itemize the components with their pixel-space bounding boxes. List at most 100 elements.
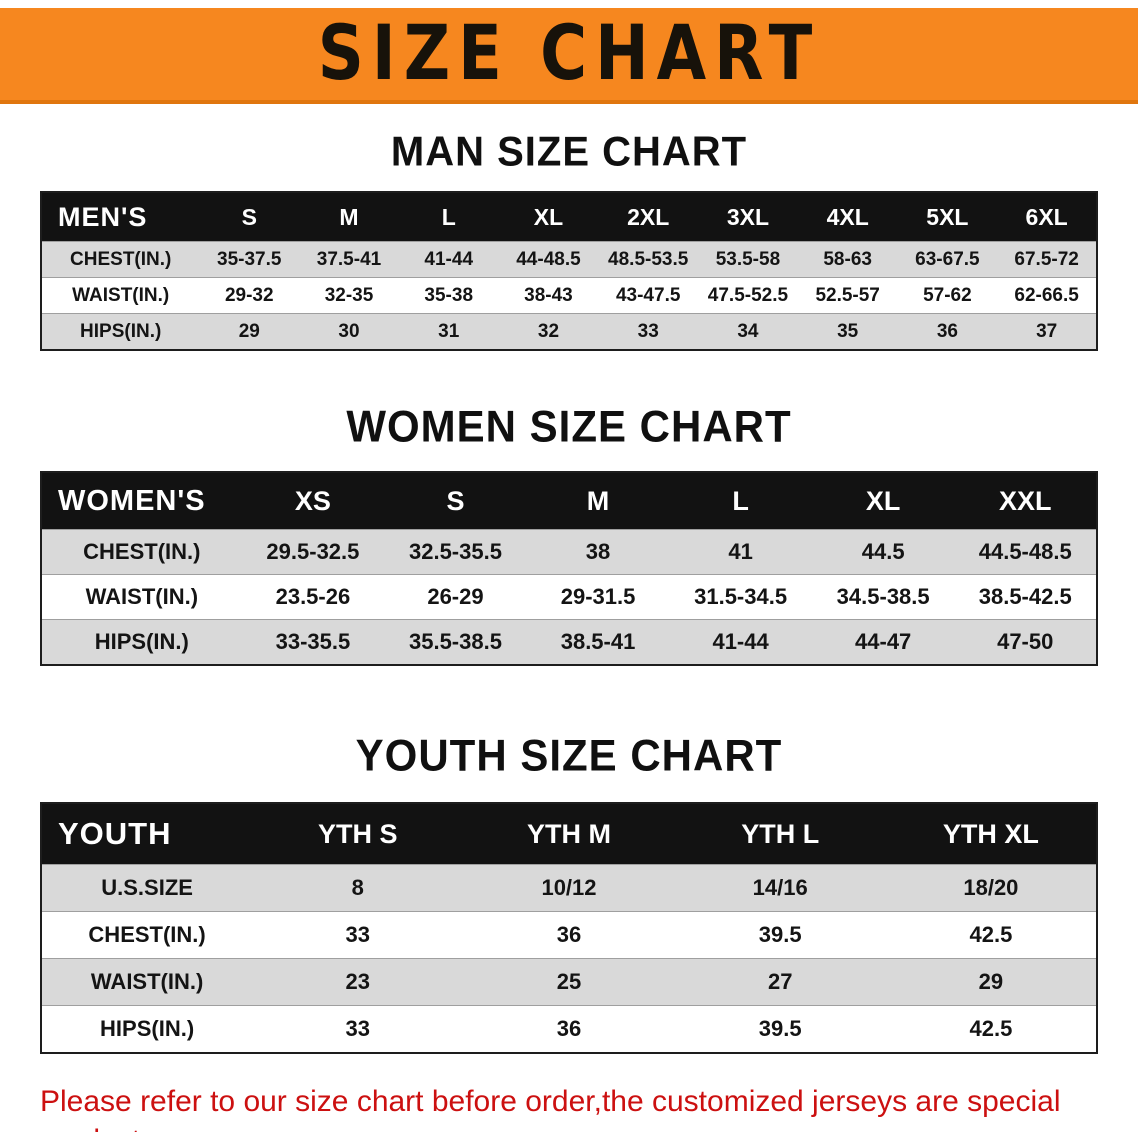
men-column-header: XL (498, 192, 599, 242)
youth-size-table: YOUTH YTH S YTH M YTH L YTH XL U.S.SIZE 8 10/12… (40, 802, 1098, 1054)
women-column-header: S (384, 472, 527, 530)
women-header-row: WOMEN'S XS S M L XL XXL (41, 472, 1097, 530)
youth-size-cell: 27 (674, 958, 886, 1006)
banner: SIZE CHART (0, 8, 1138, 104)
men-size-cell: 34 (698, 313, 798, 350)
women-size-cell: 47-50 (954, 619, 1097, 665)
youth-size-chart-section: YOUTH SIZE CHART YOUTH YTH S YTH M YTH L YTH … (0, 730, 1138, 1054)
men-size-cell: 43-47.5 (598, 277, 699, 314)
women-size-cell: 41-44 (669, 619, 812, 665)
youth-size-cell: 10/12 (463, 864, 675, 912)
youth-header-row: YOUTH YTH S YTH M YTH L YTH XL (41, 803, 1097, 865)
men-size-cell: 63-67.5 (897, 241, 998, 278)
men-size-cell: 29 (199, 313, 300, 350)
men-column-header: 6XL (997, 192, 1097, 242)
men-section-heading: MAN SIZE CHART (390, 128, 748, 176)
youth-size-cell: 33 (252, 1005, 464, 1053)
youth-row-label: WAIST(IN.) (41, 958, 253, 1006)
men-size-cell: 37 (997, 313, 1097, 350)
men-column-header: 3XL (698, 192, 798, 242)
men-column-header: 2XL (598, 192, 699, 242)
women-size-cell: 44.5 (811, 529, 955, 575)
youth-column-header: YTH L (674, 803, 886, 865)
women-row-label: HIPS(IN.) (41, 619, 242, 665)
youth-size-cell: 25 (463, 958, 675, 1006)
men-size-cell: 41-44 (398, 241, 499, 278)
men-table-label: MEN'S (41, 192, 200, 242)
youth-size-cell: 39.5 (674, 911, 886, 959)
men-size-cell: 52.5-57 (797, 277, 898, 314)
youth-row-label: U.S.SIZE (41, 864, 253, 912)
men-column-header: S (199, 192, 300, 242)
women-size-cell: 41 (669, 529, 812, 575)
women-column-header: XL (811, 472, 955, 530)
women-size-cell: 29-31.5 (526, 574, 670, 620)
youth-section-heading: YOUTH SIZE CHART (355, 730, 783, 781)
men-size-cell: 58-63 (797, 241, 898, 278)
page-title: SIZE CHART (317, 10, 821, 98)
youth-size-cell: 36 (463, 911, 675, 959)
women-size-table: WOMEN'S XS S M L XL XXL CHEST(IN.) 29.5-32.5 32.5… (40, 471, 1098, 666)
men-row-label: CHEST(IN.) (41, 241, 200, 278)
men-header-row: MEN'S S M L XL 2XL 3XL 4XL 5XL 6XL (41, 192, 1097, 242)
women-size-cell: 38.5-42.5 (954, 574, 1097, 620)
women-column-header: L (669, 472, 812, 530)
men-column-header: 4XL (797, 192, 898, 242)
women-size-cell: 29.5-32.5 (241, 529, 385, 575)
youth-size-cell: 36 (463, 1005, 675, 1053)
youth-size-cell: 29 (885, 958, 1097, 1006)
youth-table-row: U.S.SIZE 8 10/12 14/16 18/20 (41, 864, 1097, 912)
youth-size-cell: 33 (252, 911, 464, 959)
youth-table-label: YOUTH (41, 803, 253, 865)
men-size-cell: 32-35 (299, 277, 399, 314)
women-table-label: WOMEN'S (41, 472, 242, 530)
youth-size-cell: 8 (252, 864, 464, 912)
women-size-cell: 35.5-38.5 (384, 619, 527, 665)
men-size-cell: 44-48.5 (498, 241, 599, 278)
women-table-row: HIPS(IN.) 33-35.5 35.5-38.5 38.5-41 41-44 44-… (41, 619, 1097, 665)
youth-size-cell: 23 (252, 958, 464, 1006)
men-size-cell: 33 (598, 313, 699, 350)
women-size-cell: 26-29 (384, 574, 527, 620)
women-size-cell: 38.5-41 (526, 619, 670, 665)
men-size-cell: 47.5-52.5 (698, 277, 798, 314)
youth-table-row: CHEST(IN.) 33 36 39.5 42.5 (41, 911, 1097, 959)
men-size-cell: 35-37.5 (199, 241, 300, 278)
men-table-row: CHEST(IN.) 35-37.5 37.5-41 41-44 44-48.5 48.5… (41, 241, 1097, 278)
men-size-table: MEN'S S M L XL 2XL 3XL 4XL 5XL 6XL CHEST(IN.) 35-37… (40, 191, 1098, 351)
men-size-cell: 35 (797, 313, 898, 350)
men-size-cell: 30 (299, 313, 399, 350)
women-column-header: XXL (954, 472, 1097, 530)
youth-size-cell: 14/16 (674, 864, 886, 912)
footer-notice: Please refer to our size chart before or… (40, 1082, 1100, 1132)
men-size-cell: 48.5-53.5 (598, 241, 699, 278)
youth-size-cell: 42.5 (885, 1005, 1097, 1053)
women-column-header: XS (241, 472, 385, 530)
men-size-cell: 67.5-72 (997, 241, 1097, 278)
youth-size-cell: 18/20 (885, 864, 1097, 912)
content: MAN SIZE CHART MEN'S S M L XL 2XL 3XL 4XL 5XL 6XL C… (0, 128, 1138, 1132)
women-column-header: M (526, 472, 670, 530)
men-size-cell: 38-43 (498, 277, 599, 314)
women-size-cell: 23.5-26 (241, 574, 385, 620)
women-size-cell: 44-47 (811, 619, 955, 665)
men-row-label: HIPS(IN.) (41, 313, 200, 350)
men-size-cell: 62-66.5 (997, 277, 1097, 314)
men-size-cell: 36 (897, 313, 998, 350)
men-size-cell: 57-62 (897, 277, 998, 314)
women-size-cell: 34.5-38.5 (811, 574, 955, 620)
youth-row-label: CHEST(IN.) (41, 911, 253, 959)
men-table-row: HIPS(IN.) 29 30 31 32 33 34 35 36 37 (41, 313, 1097, 350)
youth-size-cell: 42.5 (885, 911, 1097, 959)
youth-column-header: YTH XL (885, 803, 1097, 865)
women-table-row: CHEST(IN.) 29.5-32.5 32.5-35.5 38 41 44.5 44.5… (41, 529, 1097, 575)
women-size-cell: 31.5-34.5 (669, 574, 812, 620)
men-table-row: WAIST(IN.) 29-32 32-35 35-38 38-43 43-47.5 47.… (41, 277, 1097, 314)
chart-sections: MAN SIZE CHART MEN'S S M L XL 2XL 3XL 4XL 5XL 6XL C… (0, 128, 1138, 1054)
youth-column-header: YTH S (252, 803, 464, 865)
men-column-header: 5XL (897, 192, 998, 242)
men-size-cell: 31 (398, 313, 499, 350)
men-size-chart-section: MAN SIZE CHART MEN'S S M L XL 2XL 3XL 4XL 5XL 6XL C… (0, 128, 1138, 351)
youth-row-label: HIPS(IN.) (41, 1005, 253, 1053)
